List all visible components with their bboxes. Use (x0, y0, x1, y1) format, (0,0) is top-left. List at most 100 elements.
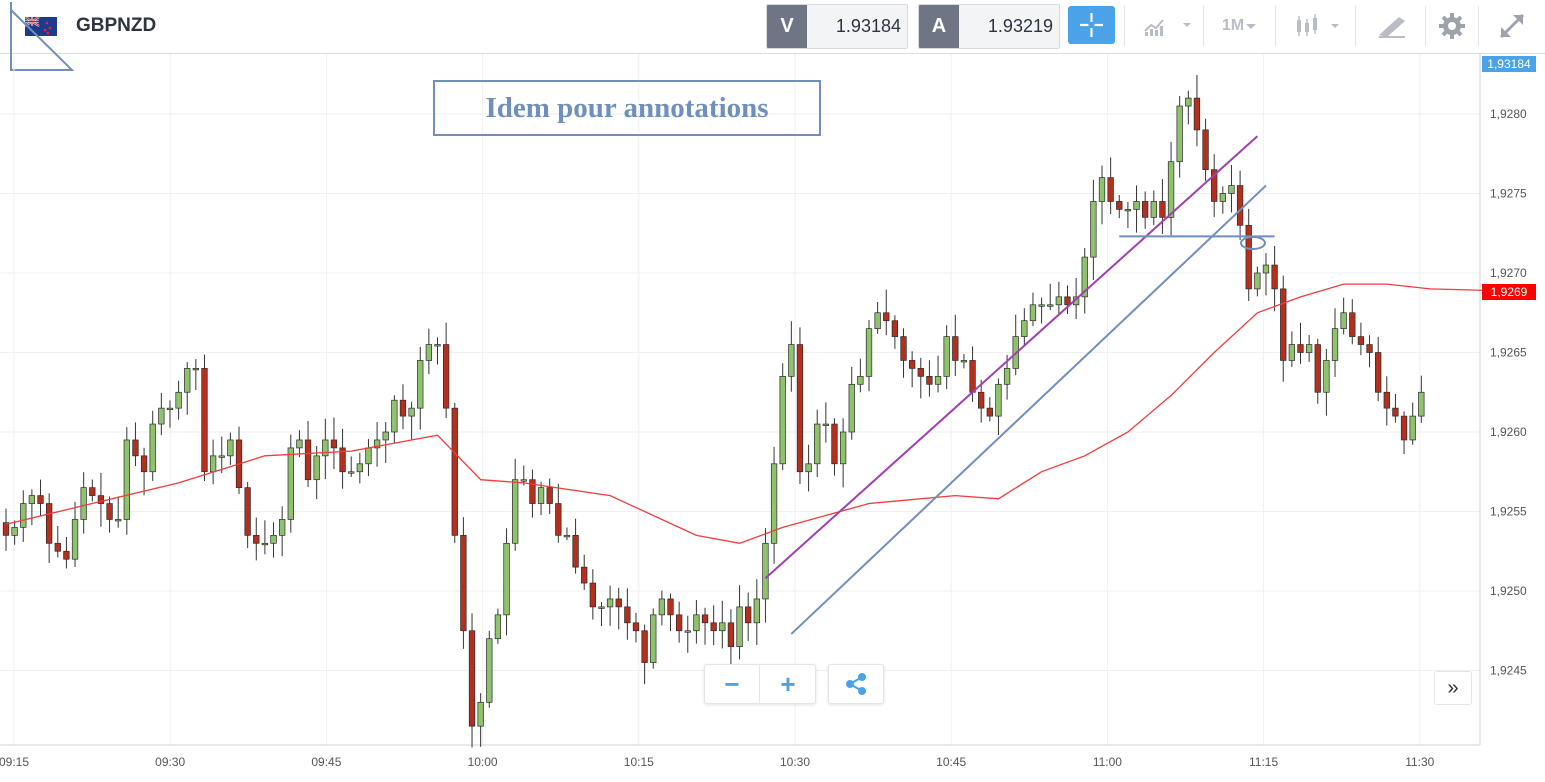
candle-body (555, 503, 562, 536)
candle-body (1262, 264, 1270, 274)
time-tick-label: 09:30 (155, 755, 185, 769)
candle-body (865, 328, 873, 377)
drawing-tools-button[interactable] (1362, 4, 1422, 47)
zoom-controls: − + (704, 664, 816, 704)
buy-quote[interactable]: A 1.93219 (918, 4, 1060, 49)
settings-button[interactable] (1430, 4, 1474, 47)
candle-body (486, 638, 493, 703)
candle-body (348, 471, 355, 474)
candle-body (494, 614, 502, 640)
candle-body (770, 463, 778, 544)
candle-body (641, 630, 648, 663)
candle-body (1314, 344, 1321, 393)
candle-body (45, 503, 53, 544)
candle-body (115, 519, 122, 522)
time-tick-label: 09:45 (311, 755, 341, 769)
candle-body (1159, 201, 1166, 218)
timeframe-button[interactable]: 1M (1210, 4, 1270, 47)
candle-body (512, 479, 519, 544)
candle-body (891, 320, 899, 337)
candle-style-button[interactable] (1282, 4, 1348, 47)
candle-body (1116, 201, 1123, 210)
candle-body (883, 312, 890, 322)
candle-body (1090, 201, 1097, 258)
candle-body (477, 701, 484, 727)
candle-body (1176, 105, 1183, 163)
candle-body (382, 431, 389, 441)
candle-body (1064, 296, 1071, 306)
gear-icon (1439, 12, 1465, 39)
candle-body (572, 534, 579, 568)
price-chart[interactable]: 09:15 09:30 09:45 10:00 10:15 10:30 10:45 11:00… (0, 54, 1545, 782)
candle-body (296, 439, 303, 449)
candle-body (762, 542, 769, 600)
moving-average-line (5, 283, 1491, 544)
price-tick-label: 1,9275 (1490, 187, 1527, 201)
candle-body (1375, 352, 1382, 393)
candle-body (874, 312, 881, 329)
price-tick-label: 1,9265 (1490, 346, 1527, 360)
candle-body (218, 455, 225, 458)
candle-body (1280, 288, 1287, 361)
time-tick-label: 11:15 (1249, 755, 1278, 769)
candle-body (97, 495, 105, 504)
candle-body (520, 479, 527, 482)
scroll-right-button[interactable]: » (1434, 671, 1472, 705)
candle-body (1142, 201, 1149, 218)
crosshair-icon (1080, 13, 1103, 37)
zoom-in-button[interactable]: + (780, 668, 796, 699)
trend-line (790, 184, 1267, 635)
candle-body (908, 360, 916, 369)
candle-body (442, 344, 450, 409)
candle-body (1038, 304, 1045, 307)
candle-body (1047, 304, 1054, 307)
candle-body (701, 614, 709, 624)
candle-body (261, 542, 269, 546)
candle-body (1185, 97, 1192, 107)
candle-body (20, 503, 27, 528)
candle-body (745, 606, 752, 624)
fullscreen-button[interactable] (1486, 4, 1538, 47)
candle-body (667, 598, 674, 616)
top-toolbar: GBPNZD V 1.93184 A 1.93219 1M (0, 0, 1545, 54)
ma-value-tag: 1,9269 (1482, 284, 1536, 300)
candle-body (1418, 391, 1425, 417)
candle-body (1271, 264, 1278, 290)
candle-body (615, 598, 622, 608)
candle-body (934, 376, 942, 385)
candle-body (373, 439, 381, 449)
candle-body (365, 447, 372, 465)
candle-body (253, 534, 260, 544)
time-tick-label: 10:00 (468, 755, 498, 769)
candle-body (1219, 193, 1226, 202)
candle-body (451, 407, 458, 536)
candle-body (1003, 368, 1011, 385)
buy-price: 1.93219 (959, 5, 1059, 48)
sell-quote[interactable]: V 1.93184 (766, 4, 908, 49)
candle-body (54, 542, 61, 552)
last-price-tag: 1,93184 (1482, 56, 1536, 72)
time-axis: 09:15 09:30 09:45 10:00 10:15 10:30 10:45 11:00… (0, 744, 1480, 769)
candle-body (900, 336, 907, 361)
candle-body (546, 487, 553, 504)
chart-type-button[interactable] (1132, 4, 1198, 47)
zoom-out-button[interactable]: − (705, 665, 760, 703)
candle-body (304, 439, 312, 481)
candle-body (658, 598, 666, 616)
instrument-symbol[interactable]: GBPNZD (76, 15, 157, 36)
candle-body (149, 423, 156, 473)
candle-body (2, 522, 10, 536)
candle-body (1297, 344, 1304, 353)
candle-body (71, 519, 79, 560)
candle-body (986, 407, 993, 417)
annotation-box[interactable]: Idem pour annotations (433, 80, 821, 136)
candle-body (1167, 161, 1175, 218)
candle-body (270, 534, 277, 544)
share-button[interactable] (828, 664, 884, 704)
candle-body (287, 447, 294, 520)
crosshair-button[interactable] (1068, 6, 1115, 44)
share-icon (846, 673, 866, 695)
candle-body (1305, 344, 1313, 353)
candle-body (796, 344, 804, 473)
candle-body (28, 495, 36, 504)
